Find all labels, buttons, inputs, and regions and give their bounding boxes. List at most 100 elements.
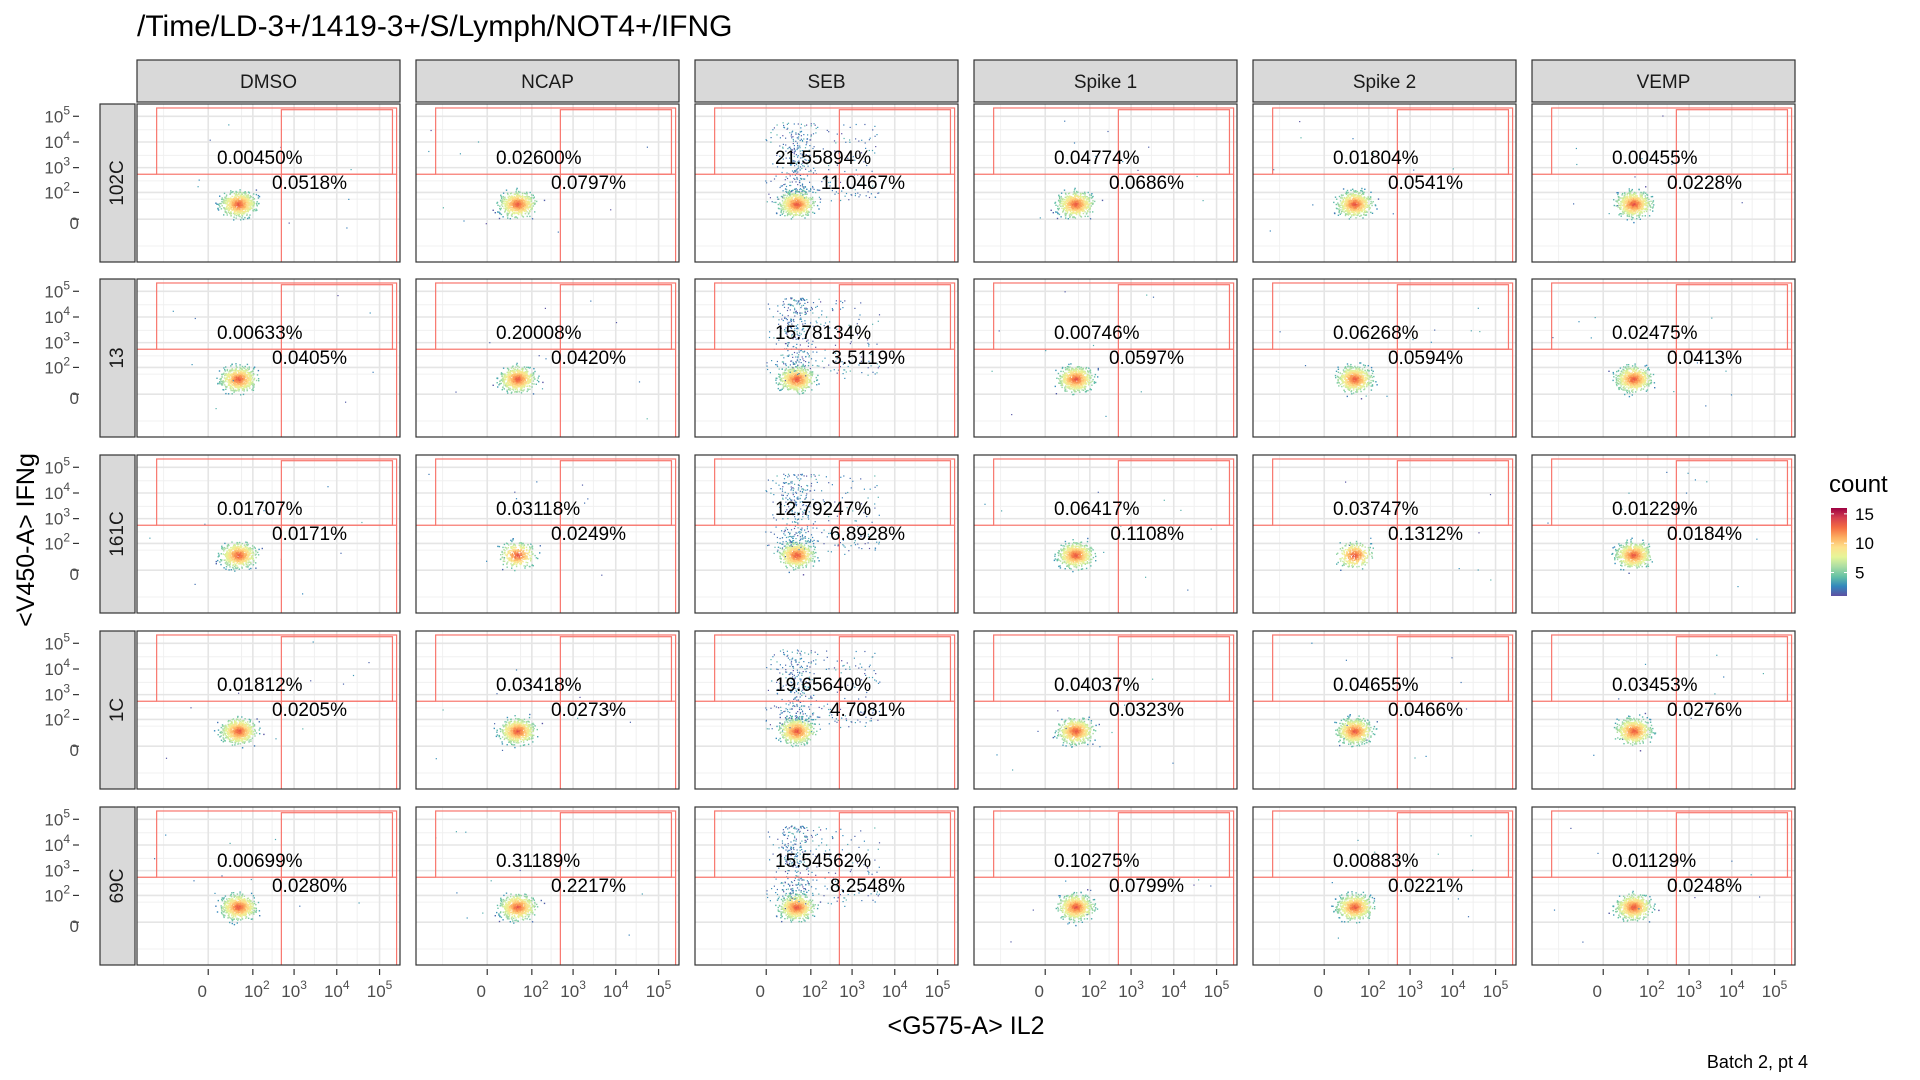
event-cloud <box>984 491 1212 591</box>
panel-4-4: 0.00883% 0.0221% <box>1252 806 1517 966</box>
gates <box>974 282 1235 437</box>
gate-inner <box>280 284 394 350</box>
strip-col-3: Spike 1 <box>973 59 1238 103</box>
gate-outer <box>156 282 398 350</box>
panel-background <box>137 631 400 789</box>
strip-col-4: Spike 2 <box>1252 59 1517 103</box>
panel-4-3: 0.10275% 0.0799% <box>973 806 1238 966</box>
gates <box>1253 107 1514 262</box>
panel-1-4: 0.06268% 0.0594% <box>1252 278 1517 438</box>
y-tick-label: 104 <box>44 129 70 152</box>
gates <box>695 107 956 262</box>
panel-border <box>973 806 1238 966</box>
panel-background <box>137 104 400 262</box>
gate-inner <box>1117 812 1231 878</box>
gate-inner <box>280 812 394 878</box>
gate-outer <box>1551 458 1793 526</box>
x-axis-title: <G575-A> IL2 <box>887 1012 1044 1040</box>
gridlines <box>416 807 679 965</box>
gate-inner <box>838 460 952 526</box>
panel-border <box>973 278 1238 438</box>
event-cloud <box>1269 121 1454 232</box>
gates <box>1253 634 1514 789</box>
gate-pct-lower: 4.7081% <box>830 700 905 721</box>
gate-inner <box>1396 460 1510 526</box>
y-tick-label: 102 <box>44 530 70 553</box>
strip-label: 1C <box>107 698 128 722</box>
gates <box>416 810 677 965</box>
y-tick-label: 104 <box>44 304 70 327</box>
event-cloud <box>991 291 1155 417</box>
gate-inner <box>280 460 394 526</box>
panel-border <box>415 103 680 263</box>
y-tick-label: 0 <box>70 389 79 408</box>
panel-0-4: 0.01804% 0.0541% <box>1252 103 1517 263</box>
gates <box>695 282 956 437</box>
panel-background <box>1253 279 1516 437</box>
panel-background <box>974 631 1237 789</box>
x-axis-col-2: 0 102 103 104 105 <box>755 969 951 1001</box>
y-tick-label: 103 <box>44 682 70 705</box>
event-cloud <box>154 834 360 926</box>
gate-pct-lower: 0.0466% <box>1388 700 1463 721</box>
event-cloud <box>455 300 648 420</box>
gate-pct-upper: 0.01812% <box>217 675 303 696</box>
gate-pct-upper: 0.10275% <box>1054 851 1140 872</box>
gate-outer <box>156 810 398 878</box>
gate-inner <box>1675 284 1789 350</box>
gates <box>974 107 1235 262</box>
gate-pct-upper: 0.00455% <box>1612 148 1698 169</box>
event-cloud <box>765 649 881 748</box>
panel-background <box>1253 807 1516 965</box>
x-tick-label: 104 <box>1161 978 1187 1001</box>
gate-pct-upper: 0.00699% <box>217 851 303 872</box>
legend-colorbar <box>1831 508 1847 596</box>
strip-label: 102C <box>107 160 128 205</box>
gates <box>1532 458 1793 613</box>
gates <box>137 810 398 965</box>
gate-pct-lower: 0.0323% <box>1109 700 1184 721</box>
panel-4-5: 0.01129% 0.0248% <box>1531 806 1796 966</box>
panel-border <box>694 630 959 790</box>
gates <box>1532 107 1793 262</box>
gate-pct-lower: 6.8928% <box>830 524 905 545</box>
gate-outer <box>993 458 1235 526</box>
axes: 0102103104105010210310410501021031041050… <box>44 103 1787 1001</box>
legend-tick-label: 15 <box>1855 505 1874 524</box>
panel-background <box>695 807 958 965</box>
panel-border <box>694 454 959 614</box>
gate-pct-lower: 0.0184% <box>1667 524 1742 545</box>
gate-outer <box>714 107 956 175</box>
gate-outer <box>156 634 398 702</box>
gate-inner <box>1396 109 1510 175</box>
gridlines <box>416 279 679 437</box>
legend-title: count <box>1829 471 1888 498</box>
panel-background <box>974 104 1237 262</box>
gate-inner <box>1675 460 1789 526</box>
x-tick-label: 105 <box>1483 978 1509 1001</box>
gridlines <box>137 807 400 965</box>
panels: 0.00450% 0.0518% 0.02600% 0.0797% 21.55894% 1… <box>136 103 1796 966</box>
x-axis-col-4: 0 102 103 104 105 <box>1313 969 1509 1001</box>
y-tick-label: 102 <box>44 354 70 377</box>
gridlines <box>1253 807 1516 965</box>
gate-outer <box>993 107 1235 175</box>
gate-pct-upper: 0.00633% <box>217 323 303 344</box>
strip-row-2: 161C <box>99 454 136 614</box>
panel-background <box>974 279 1237 437</box>
panel-0-1: 0.02600% 0.0797% <box>415 103 680 263</box>
x-tick-label: 102 <box>1360 978 1386 1001</box>
gridlines <box>137 455 400 613</box>
gate-inner <box>1675 109 1789 175</box>
gate-outer <box>714 458 956 526</box>
event-cloud <box>435 831 643 936</box>
gate-pct-upper: 0.01229% <box>1612 499 1698 520</box>
gridlines <box>695 279 958 437</box>
y-tick-label: 105 <box>44 103 70 126</box>
gate-outer <box>156 458 398 526</box>
x-axis-col-0: 0 102 103 104 105 <box>197 969 393 1001</box>
gate-pct-lower: 0.0518% <box>272 173 347 194</box>
gate-pct-upper: 19.65640% <box>775 675 871 696</box>
gate-outer <box>714 634 956 702</box>
